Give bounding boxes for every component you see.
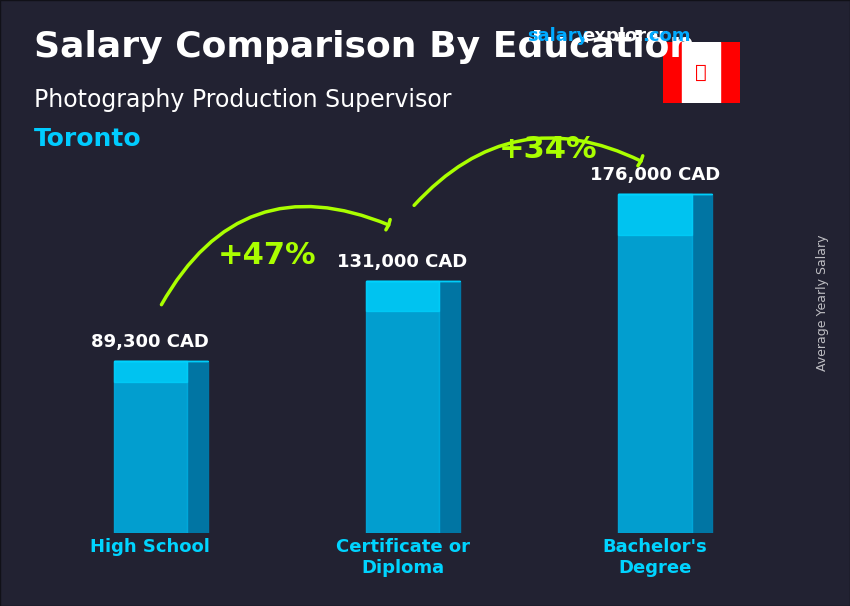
Polygon shape bbox=[692, 194, 712, 533]
Text: Toronto: Toronto bbox=[34, 127, 142, 152]
Bar bbox=[618, 194, 692, 235]
Bar bbox=[720, 42, 740, 103]
Text: .com: .com bbox=[642, 27, 690, 45]
Polygon shape bbox=[439, 281, 460, 533]
Text: explorer: explorer bbox=[582, 27, 667, 45]
Bar bbox=[366, 281, 439, 533]
Bar bbox=[114, 361, 187, 533]
Text: Average Yearly Salary: Average Yearly Salary bbox=[816, 235, 829, 371]
Text: 89,300 CAD: 89,300 CAD bbox=[92, 333, 209, 351]
Text: Photography Production Supervisor: Photography Production Supervisor bbox=[34, 88, 451, 112]
Text: +34%: +34% bbox=[499, 135, 598, 164]
Bar bbox=[663, 42, 682, 103]
Text: Salary Comparison By Education: Salary Comparison By Education bbox=[34, 30, 695, 64]
Text: salary: salary bbox=[527, 27, 588, 45]
Text: 131,000 CAD: 131,000 CAD bbox=[337, 253, 468, 271]
Text: 176,000 CAD: 176,000 CAD bbox=[590, 166, 720, 184]
Polygon shape bbox=[187, 361, 207, 533]
Text: +47%: +47% bbox=[218, 241, 316, 270]
Bar bbox=[618, 194, 692, 533]
Bar bbox=[682, 42, 720, 103]
Text: 🍁: 🍁 bbox=[695, 63, 707, 82]
Bar bbox=[366, 281, 439, 311]
Bar bbox=[114, 361, 187, 382]
